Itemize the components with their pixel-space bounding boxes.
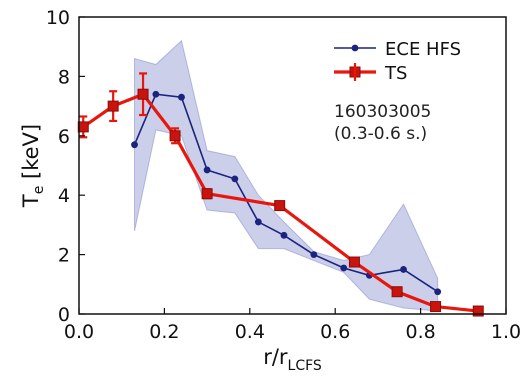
ts-point [137,88,149,100]
ts-line [82,92,479,313]
ece-hfs-line [133,93,439,293]
plot-frame [78,16,507,315]
ts-point [77,121,89,133]
x-tick-label: 0.8 [405,321,435,343]
ece-hfs-point [131,141,138,149]
ece-hfs-point [178,93,185,101]
x-tick-label: 1.0 [491,321,521,343]
x-axis-title: r/rLCFS [263,345,322,374]
ts-point [201,188,213,200]
legend-label-ece-hfs: ECE HFS [385,39,461,60]
x-tick-label: 0.2 [149,321,179,343]
ece-hfs-point [400,266,407,273]
x-axis-title-main: r/r [263,345,288,369]
ts-point [391,286,403,298]
shot-number-annotation: 160303005 [334,102,431,122]
x-tick-label: 0.4 [235,321,265,343]
ece-hfs-point [152,90,160,98]
y-tick-label: 4 [58,185,70,207]
x-tick-label: 0.0 [64,321,94,343]
ece-hfs-point [340,264,348,272]
time-window-annotation: (0.3-0.6 s.) [334,124,427,144]
ece-hfs-point [203,166,211,174]
ece-hfs-point [434,288,442,296]
ece-hfs-point [310,251,318,258]
x-tick-label: 0.6 [320,321,350,343]
y-tick-label: 8 [58,66,70,88]
y-tick-label: 10 [46,7,70,29]
y-tick-label: 2 [58,245,70,267]
legend-label-ts: TS [384,63,407,84]
ts-point [430,301,442,313]
legend-marker-ece-hfs [351,44,359,52]
y-tick-label: 0 [58,304,70,326]
ts-point [274,200,286,212]
y-tick-label: 6 [58,126,70,148]
y-axis-title-unit: [keV] [19,124,43,186]
legend: ECE HFS TS [334,39,461,84]
plot-area [77,39,484,317]
ts-point [348,256,360,268]
ts-point [169,130,181,142]
ece-hfs-point [231,175,239,183]
y-axis-title-main: T [19,194,43,208]
ece-hfs-point [254,218,262,226]
x-axis-title-sub: LCFS [288,358,322,374]
y-axis-title: Te [keV] [19,124,47,208]
ts-point [107,100,119,112]
ece-hfs-point [280,231,288,239]
axis-ticks: 0.0 0.2 0.4 0.6 0.8 1.0 0 2 4 6 8 10 [46,7,521,343]
ts-point [472,305,484,317]
y-axis-title-sub: e [31,186,47,195]
